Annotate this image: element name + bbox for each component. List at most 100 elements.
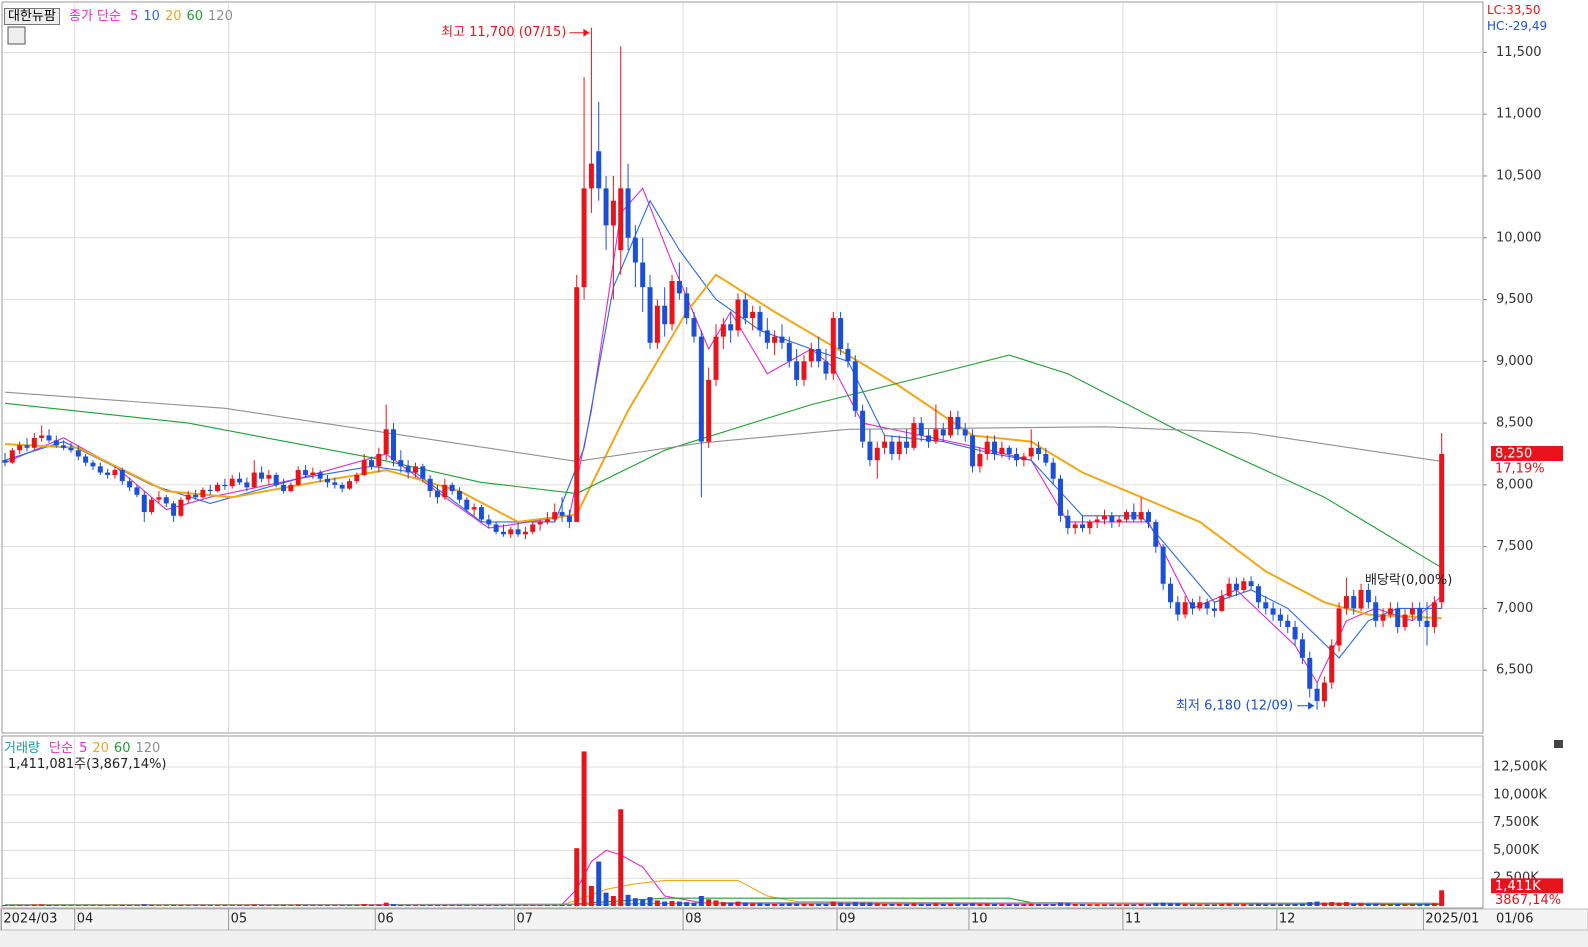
candle-body	[1380, 614, 1386, 621]
candle-body	[625, 188, 631, 238]
volume-bar	[581, 751, 587, 906]
volume-bar	[1277, 904, 1283, 906]
candle-body	[537, 521, 543, 525]
x-tick-label: 12	[1279, 912, 1296, 927]
volume-bar	[1439, 890, 1445, 906]
candle-body	[1336, 608, 1342, 646]
legend-entry: 120	[208, 9, 233, 24]
candle-body	[215, 484, 221, 492]
candle-body	[456, 491, 462, 500]
candle-body	[1065, 515, 1071, 529]
candle-body	[1241, 581, 1247, 590]
candle-body	[185, 494, 191, 500]
volume-bar	[948, 903, 954, 906]
volume-bar	[508, 905, 514, 906]
candle-body	[860, 410, 866, 442]
volume-bar	[1219, 903, 1225, 906]
volume-bar	[1329, 902, 1335, 906]
candle-body	[1204, 602, 1210, 609]
volume-bar	[266, 905, 272, 906]
volume-bar	[1065, 903, 1071, 906]
candle-body	[112, 470, 118, 475]
candle-body	[1189, 602, 1195, 609]
candle-body	[1116, 519, 1122, 522]
volume-bar	[215, 905, 221, 906]
candle-body	[955, 416, 961, 430]
candle-body	[259, 472, 265, 479]
volume-bar	[1197, 904, 1203, 906]
candle-body	[823, 361, 829, 374]
volume-bar	[471, 905, 477, 906]
candle-body	[75, 450, 81, 457]
candle-body	[339, 484, 345, 489]
volume-bar	[896, 903, 902, 906]
candle-body	[434, 491, 440, 498]
volume-bar	[808, 903, 814, 906]
candle-body	[237, 478, 243, 483]
candle-body	[134, 487, 140, 495]
candle-body	[874, 447, 880, 461]
candle-body	[244, 482, 250, 488]
volume-bar	[1270, 904, 1276, 906]
volume-bar	[610, 895, 616, 906]
candle-body	[1358, 589, 1364, 609]
volume-bar	[1285, 904, 1291, 906]
high-arrowhead	[583, 28, 590, 37]
volume-bar	[816, 903, 822, 906]
volume-bar	[141, 904, 147, 906]
candle-body	[500, 531, 506, 535]
volume-bar	[786, 903, 792, 906]
candle-body	[427, 478, 433, 492]
candle-body	[376, 453, 382, 467]
volume-bar	[676, 901, 682, 906]
volume-bar	[193, 905, 199, 906]
volume-bar	[156, 905, 162, 906]
candle-body	[962, 429, 968, 436]
volume-bar	[654, 900, 660, 906]
candle-body	[1387, 608, 1393, 615]
candle-body	[1123, 512, 1129, 520]
hc-label: HC:-29,49	[1487, 19, 1548, 33]
candle-body	[735, 299, 741, 331]
volume-info: 1,411,081주(3,867,14%)	[8, 757, 167, 772]
volume-bar	[860, 902, 866, 906]
candle-body	[647, 287, 653, 343]
candle-body	[156, 497, 162, 500]
legend-entry: 5	[130, 9, 139, 24]
volume-bar	[522, 905, 528, 906]
volume-bar	[720, 902, 726, 906]
candle-body	[522, 531, 528, 535]
volume-bar	[911, 903, 917, 906]
candle-body	[17, 445, 23, 451]
candle-body	[728, 324, 734, 331]
volume-bar	[478, 905, 484, 906]
candle-body	[918, 423, 924, 436]
volume-bar	[1211, 904, 1217, 906]
volume-bar	[222, 905, 228, 906]
grid-icon[interactable]	[7, 26, 26, 45]
candle-body	[581, 188, 587, 288]
candle-body	[706, 379, 712, 442]
x-tick-label: 09	[839, 912, 856, 927]
volume-bar	[1014, 904, 1020, 906]
volume-bar	[970, 903, 976, 906]
panel-icon[interactable]	[1554, 740, 1563, 748]
candle-body	[684, 293, 690, 319]
candle-body	[1402, 614, 1408, 627]
candle-body	[1395, 608, 1401, 627]
candle-body	[1292, 626, 1298, 640]
candle-body	[654, 305, 660, 343]
candle-body	[354, 474, 360, 482]
volume-bar	[794, 903, 800, 906]
volume-bar	[706, 899, 712, 906]
volume-bar	[149, 904, 155, 906]
candle-body	[46, 435, 52, 441]
volume-bar	[9, 905, 15, 906]
stock-name[interactable]: 대한뉴팜	[4, 8, 60, 25]
volume-bar	[1043, 904, 1049, 906]
candle-body	[295, 470, 301, 485]
current-volume-label: 1,411K	[1495, 879, 1541, 894]
volume-bar	[588, 885, 594, 906]
volume-bar	[97, 905, 103, 906]
candle-body	[896, 441, 902, 454]
